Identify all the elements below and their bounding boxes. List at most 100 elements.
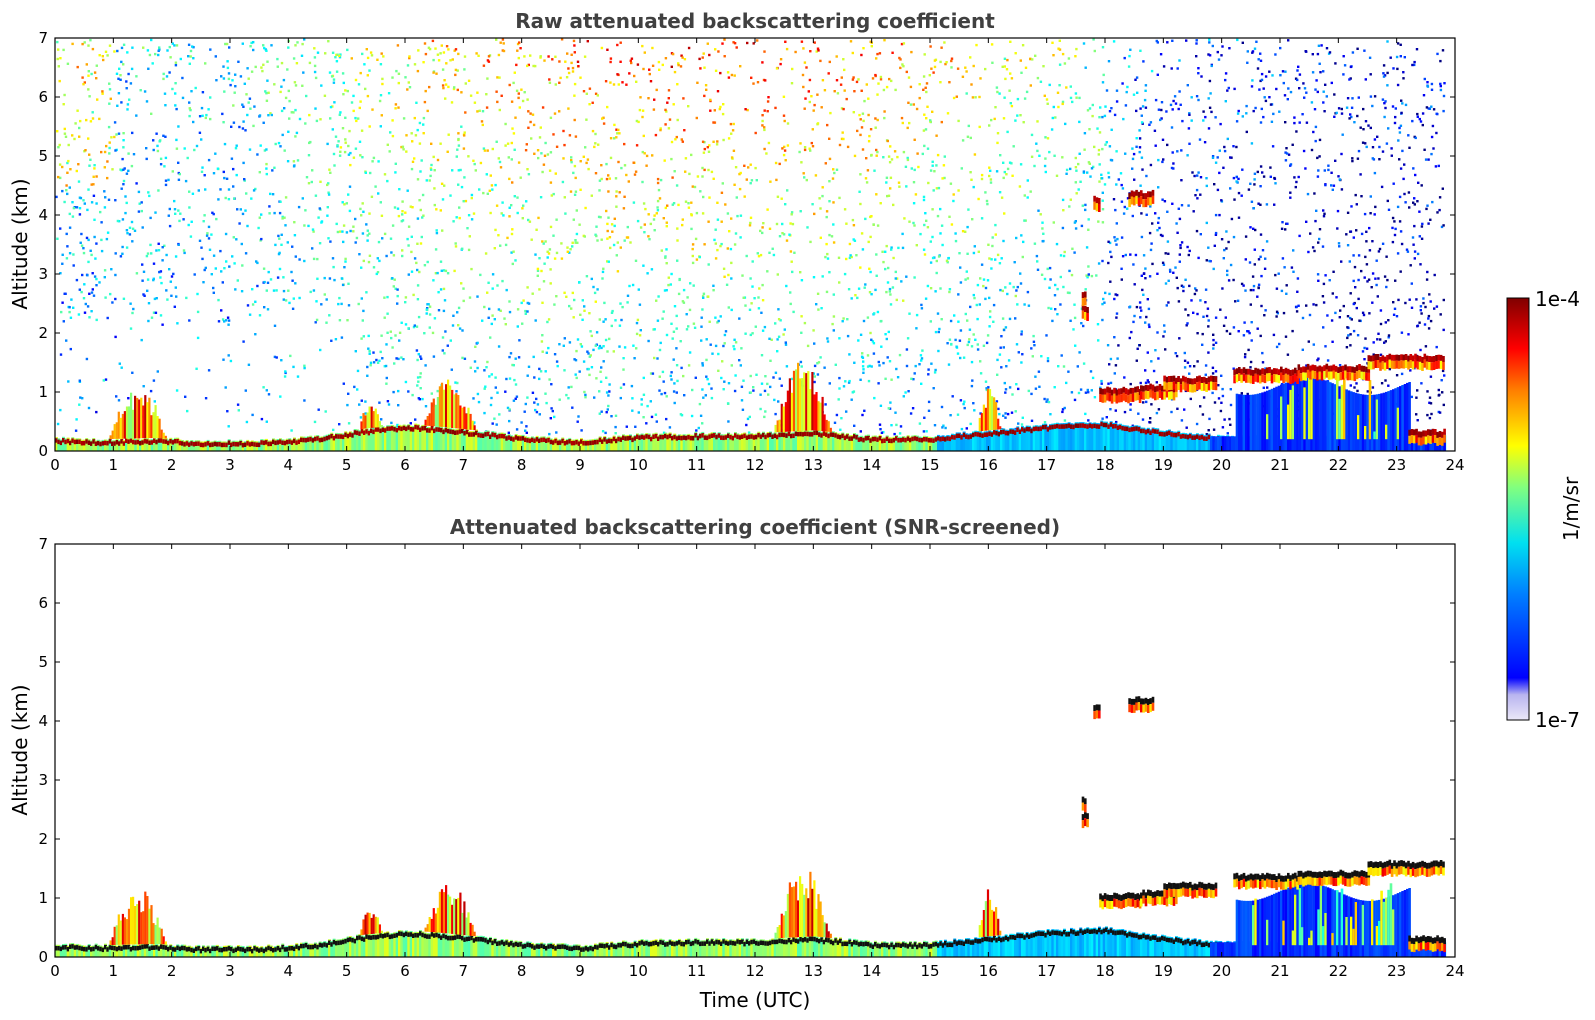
noise-pixel bbox=[292, 57, 296, 60]
noise-pixel bbox=[749, 333, 752, 337]
noise-pixel bbox=[1420, 237, 1424, 240]
noise-pixel bbox=[227, 354, 230, 357]
noise-pixel bbox=[1088, 162, 1091, 165]
noise-pixel bbox=[703, 147, 706, 151]
noise-pixel bbox=[65, 189, 68, 192]
noise-pixel bbox=[684, 200, 688, 203]
noise-pixel bbox=[943, 155, 946, 158]
noise-pixel bbox=[537, 216, 540, 220]
noise-pixel bbox=[140, 201, 143, 204]
noise-pixel bbox=[540, 340, 544, 343]
noise-pixel bbox=[286, 68, 289, 71]
noise-pixel bbox=[845, 257, 848, 261]
noise-pixel bbox=[335, 70, 339, 73]
noise-pixel bbox=[1411, 119, 1414, 123]
noise-pixel bbox=[1371, 240, 1374, 243]
noise-pixel bbox=[1411, 236, 1415, 239]
noise-pixel bbox=[601, 430, 605, 433]
noise-pixel bbox=[333, 101, 336, 104]
noise-pixel bbox=[233, 262, 236, 265]
noise-pixel bbox=[419, 372, 422, 375]
noise-pixel bbox=[298, 117, 302, 121]
noise-pixel bbox=[600, 238, 603, 241]
noise-pixel bbox=[1145, 315, 1148, 319]
noise-pixel bbox=[598, 344, 602, 348]
noise-pixel bbox=[1241, 41, 1244, 44]
noise-pixel bbox=[1038, 385, 1041, 388]
noise-pixel bbox=[87, 406, 91, 410]
noise-pixel bbox=[258, 114, 262, 117]
noise-pixel bbox=[1318, 237, 1321, 241]
noise-pixel bbox=[379, 125, 382, 128]
noise-pixel bbox=[366, 229, 369, 232]
noise-pixel bbox=[125, 201, 128, 205]
noise-pixel bbox=[250, 70, 254, 73]
noise-pixel bbox=[860, 126, 864, 129]
noise-pixel bbox=[715, 143, 719, 146]
noise-pixel bbox=[869, 215, 872, 219]
noise-pixel bbox=[347, 304, 351, 307]
noise-pixel bbox=[508, 206, 511, 209]
noise-pixel bbox=[1220, 401, 1223, 404]
noise-pixel bbox=[775, 67, 779, 70]
noise-pixel bbox=[934, 368, 937, 372]
noise-pixel bbox=[1211, 155, 1215, 158]
noise-pixel bbox=[722, 103, 725, 106]
noise-pixel bbox=[1438, 411, 1442, 414]
noise-pixel bbox=[1126, 207, 1129, 210]
noise-pixel bbox=[1246, 330, 1249, 333]
noise-pixel bbox=[343, 266, 346, 269]
noise-pixel bbox=[1334, 159, 1337, 162]
noise-pixel bbox=[481, 110, 485, 113]
noise-pixel bbox=[1332, 270, 1335, 273]
noise-pixel bbox=[147, 319, 150, 323]
noise-pixel bbox=[369, 364, 372, 367]
noise-pixel bbox=[365, 48, 368, 51]
noise-pixel bbox=[1023, 97, 1027, 100]
noise-pixel bbox=[778, 235, 782, 238]
noise-pixel bbox=[590, 194, 593, 197]
noise-pixel bbox=[1356, 334, 1360, 337]
noise-pixel bbox=[1428, 396, 1432, 399]
noise-pixel bbox=[539, 370, 543, 373]
noise-pixel bbox=[1311, 53, 1314, 56]
noise-pixel bbox=[232, 121, 236, 124]
noise-pixel bbox=[544, 141, 547, 145]
noise-pixel bbox=[386, 295, 389, 299]
noise-pixel bbox=[1285, 152, 1289, 155]
noise-pixel bbox=[1303, 96, 1306, 99]
noise-pixel bbox=[224, 232, 228, 236]
noise-pixel bbox=[173, 305, 176, 308]
noise-pixel bbox=[417, 49, 420, 52]
noise-pixel bbox=[453, 49, 456, 52]
noise-pixel bbox=[357, 302, 360, 306]
noise-pixel bbox=[148, 194, 151, 198]
noise-pixel bbox=[551, 58, 554, 61]
noise-pixel bbox=[1240, 194, 1243, 197]
noise-pixel bbox=[1101, 81, 1105, 84]
noise-pixel bbox=[866, 354, 870, 357]
noise-pixel bbox=[956, 67, 960, 70]
noise-pixel bbox=[361, 52, 364, 56]
noise-pixel bbox=[1208, 41, 1211, 44]
noise-pixel bbox=[115, 133, 118, 136]
noise-pixel bbox=[1318, 138, 1322, 142]
noise-pixel bbox=[929, 240, 932, 243]
noise-pixel bbox=[532, 355, 535, 359]
noise-pixel bbox=[1356, 157, 1360, 160]
noise-pixel bbox=[1057, 105, 1060, 109]
noise-pixel bbox=[1275, 87, 1278, 91]
noise-pixel bbox=[988, 325, 991, 328]
noise-pixel bbox=[1004, 77, 1007, 81]
noise-pixel bbox=[605, 209, 608, 213]
noise-pixel bbox=[1016, 114, 1019, 117]
noise-pixel bbox=[1439, 84, 1442, 88]
noise-pixel bbox=[502, 214, 505, 217]
noise-pixel bbox=[805, 66, 808, 69]
noise-pixel bbox=[78, 288, 81, 291]
noise-pixel bbox=[456, 311, 459, 314]
noise-pixel bbox=[1225, 230, 1228, 233]
noise-pixel bbox=[918, 363, 921, 366]
noise-pixel bbox=[1244, 289, 1247, 292]
